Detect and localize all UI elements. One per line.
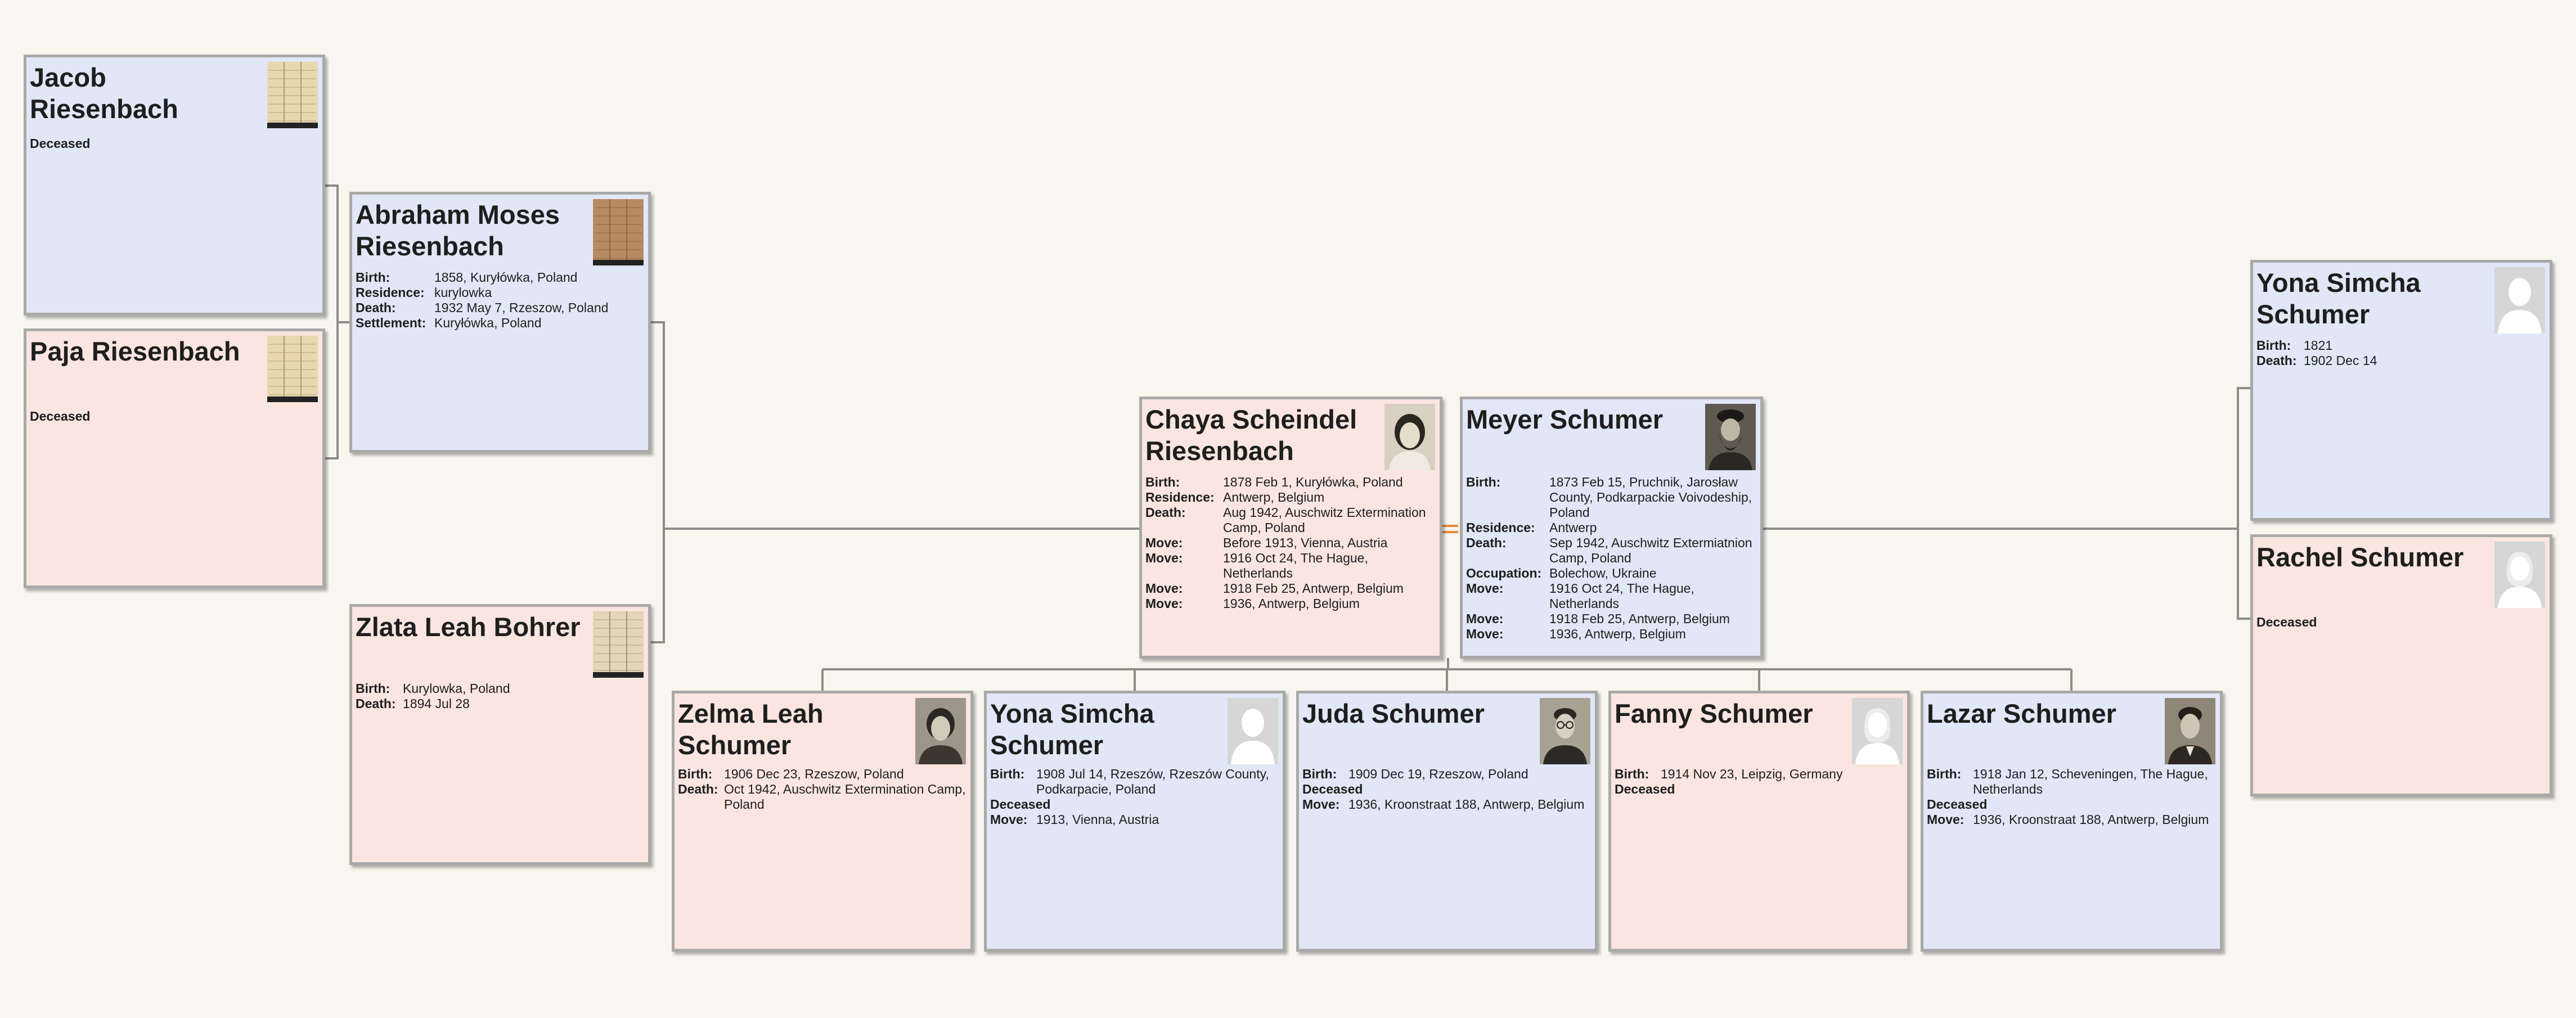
person-card-rachel-schumer[interactable]: Rachel Schumer Deceased <box>2250 534 2552 796</box>
fact-row: Birth: 1878 Feb 1, Kuryłówka, Poland <box>1145 475 1403 489</box>
document-scan-icon <box>267 336 318 402</box>
person-name: Yona Simcha Schumer <box>990 699 1154 760</box>
fact-row: Move: 1936, Kroonstraat 188, Antwerp, Bel… <box>1302 797 1585 812</box>
female-silhouette-icon <box>2494 542 2545 608</box>
bearded-man-portrait-icon <box>1705 404 1756 470</box>
person-name: Chaya Scheindel Riesenbach <box>1145 404 1357 466</box>
fact-row: Move: 1936, Antwerp, Belgium <box>1145 596 1360 611</box>
person-card-fanny-schumer[interactable]: Fanny Schumer Birth: 1914 Nov 23, Leipzig… <box>1608 691 1910 952</box>
fact-row: Move: Before 1913, Vienna, Austria <box>1145 535 1388 550</box>
person-name: Paja Riesenbach <box>30 336 240 366</box>
fact-row: Birth: 1873 Feb 15, Pruchnik, Jarosław Co… <box>1466 475 1752 520</box>
fact-row: Move: 1913, Vienna, Austria <box>990 812 1159 827</box>
fact-row: Move: 1916 Oct 24, The Hague, Netherlands <box>1466 581 1694 611</box>
fact-row: Death: Aug 1942, Auschwitz Extermination … <box>1145 505 1426 535</box>
person-card-meyer-schumer[interactable]: Meyer Schumer Birth: 1873 Feb 15, Pruchni… <box>1460 397 1763 659</box>
document-scan-icon <box>593 611 644 678</box>
fact-row: Birth: 1858, Kuryłówka, Poland <box>356 270 578 285</box>
document-scan-icon <box>593 199 644 265</box>
person-card-yona-simcha-schumer-sr[interactable]: Yona Simcha Schumer Birth: 1821 Death: 190… <box>2250 260 2552 521</box>
fact-row: Death: 1932 May 7, Rzeszow, Poland <box>356 300 609 315</box>
connector-abraham-zlata <box>651 321 665 643</box>
fact-row: Move: 1936, Kroonstraat 188, Antwerp, Bel… <box>1927 812 2209 827</box>
deceased-label: Deceased <box>30 136 91 151</box>
fact-row: Move: 1936, Antwerp, Belgium <box>1466 627 1686 641</box>
deceased-label: Deceased <box>1927 797 1988 812</box>
fact-row: Birth: 1821 <box>2256 338 2333 353</box>
person-name: Juda Schumer <box>1302 699 1485 728</box>
person-card-lazar-schumer[interactable]: Lazar Schumer Birth: 1918 Jan 12, Scheven… <box>1921 691 2223 952</box>
person-name: Yona Simcha Schumer <box>2256 268 2421 329</box>
male-silhouette-icon <box>1228 698 1278 764</box>
fact-row: Residence: Antwerp, Belgium <box>1145 490 1325 505</box>
fact-row: Death: Oct 1942, Auschwitz Extermination … <box>678 782 966 812</box>
fact-row: Residence: Antwerp <box>1466 520 1597 535</box>
fact-row: Birth: 1914 Nov 23, Leipzig, Germany <box>1615 767 1843 781</box>
woman-portrait-icon <box>1384 404 1435 470</box>
spouse-marker <box>1441 525 1458 533</box>
fact-row: Birth: 1918 Jan 12, Scheveningen, The Hag… <box>1927 767 2208 796</box>
person-card-juda-schumer[interactable]: Juda Schumer Birth: 1909 Dec 19, Rzeszow,… <box>1296 691 1598 952</box>
person-name: Lazar Schumer <box>1927 699 2116 728</box>
person-name: Zelma Leah Schumer <box>678 699 824 760</box>
person-name: Zlata Leah Bohrer <box>356 612 581 642</box>
fact-row: Birth: 1908 Jul 14, Rzeszów, Rzeszów Coun… <box>990 767 1269 796</box>
person-name: Meyer Schumer <box>1466 404 1664 434</box>
fact-row: Death: Sep 1942, Auschwitz Extermiatnion … <box>1466 535 1752 565</box>
fact-row: Birth: Kurylowka, Poland <box>356 681 510 696</box>
fact-row: Occupation: Bolechow, Ukraine <box>1466 566 1657 580</box>
fact-row: Move: 1918 Feb 25, Antwerp, Belgium <box>1145 581 1404 596</box>
female-silhouette-icon <box>1852 698 1903 764</box>
person-card-zelma-leah-schumer[interactable]: Zelma Leah Schumer Birth: 1906 Dec 23, Rz… <box>672 691 973 952</box>
person-name: Abraham Moses Riesenbach <box>356 200 560 261</box>
woman-portrait-icon <box>915 698 966 764</box>
fact-row: Settlement: Kuryłówka, Poland <box>356 316 542 330</box>
person-name: Jacob Riesenbach <box>30 62 178 124</box>
connector-jacob-paja <box>325 184 339 460</box>
person-name: Rachel Schumer <box>2256 542 2464 572</box>
deceased-label: Deceased <box>30 409 91 424</box>
fact-row: Death: 1894 Jul 28 <box>356 696 470 711</box>
person-card-jacob-riesenbach[interactable]: Jacob Riesenbach Deceased <box>24 55 325 316</box>
deceased-label: Deceased <box>2256 615 2317 629</box>
fact-row: Move: 1918 Feb 25, Antwerp, Belgium <box>1466 611 1730 626</box>
fact-row: Death: 1902 Dec 14 <box>2256 353 2377 368</box>
fact-row: Birth: 1906 Dec 23, Rzeszow, Poland <box>678 767 904 781</box>
man-portrait-icon <box>1540 698 1590 764</box>
person-card-yona-simcha-schumer-jr[interactable]: Yona Simcha Schumer Birth: 1908 Jul 14, R… <box>984 691 1285 952</box>
man-portrait-icon <box>2165 698 2215 764</box>
fact-row: Residence: kurylowka <box>356 285 492 300</box>
deceased-label: Deceased <box>1615 782 1675 796</box>
person-name: Fanny Schumer <box>1615 699 1813 728</box>
connector-yona-rachel <box>2237 387 2250 620</box>
male-silhouette-icon <box>2494 267 2545 334</box>
person-card-chaya-scheindel-riesenbach[interactable]: Chaya Scheindel Riesenbach Birth: 1878 Fe… <box>1139 397 1442 659</box>
fact-row: Birth: 1909 Dec 19, Rzeszow, Poland <box>1302 767 1528 781</box>
deceased-label: Deceased <box>990 797 1051 812</box>
deceased-label: Deceased <box>1302 782 1363 796</box>
person-card-zlata-leah-bohrer[interactable]: Zlata Leah Bohrer Birth: Kurylowka, Polan… <box>349 604 651 865</box>
fact-row: Move: 1916 Oct 24, The Hague, Netherlands <box>1145 551 1368 580</box>
document-scan-icon <box>267 62 318 128</box>
person-card-paja-riesenbach[interactable]: Paja Riesenbach Deceased <box>24 328 325 588</box>
person-card-abraham-moses-riesenbach[interactable]: Abraham Moses Riesenbach Birth: 1858, Kur… <box>349 192 651 453</box>
